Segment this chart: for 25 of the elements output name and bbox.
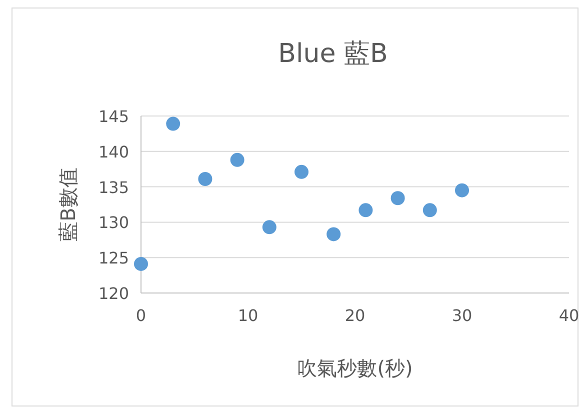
y-tick-label: 135	[98, 178, 129, 197]
point	[390, 191, 405, 206]
point	[294, 164, 308, 179]
point	[134, 256, 148, 271]
x-tick-label: 30	[452, 306, 472, 325]
point	[230, 152, 244, 167]
x-tick-label: 20	[344, 306, 366, 325]
x-axis-title: 吹氣秒數(秒)	[297, 356, 413, 380]
point	[358, 203, 373, 218]
y-axis-title: 藍B數值	[56, 168, 80, 242]
y-tick-label: 130	[98, 213, 129, 232]
y-tick-label: 140	[98, 142, 129, 162]
x-tick-label: 40	[558, 306, 580, 325]
chart-title: Blue 藍B	[278, 39, 388, 69]
x-tick-label: 10	[238, 306, 258, 325]
y-tick-label: 120	[98, 284, 129, 303]
point	[166, 116, 180, 131]
point	[198, 172, 212, 186]
point	[262, 220, 276, 234]
y-tick-label: 125	[98, 248, 129, 268]
x-tick-label: 0	[136, 306, 146, 325]
y-tick-label: 145	[98, 107, 129, 126]
point	[326, 227, 341, 242]
point	[455, 183, 469, 198]
point	[422, 203, 437, 218]
